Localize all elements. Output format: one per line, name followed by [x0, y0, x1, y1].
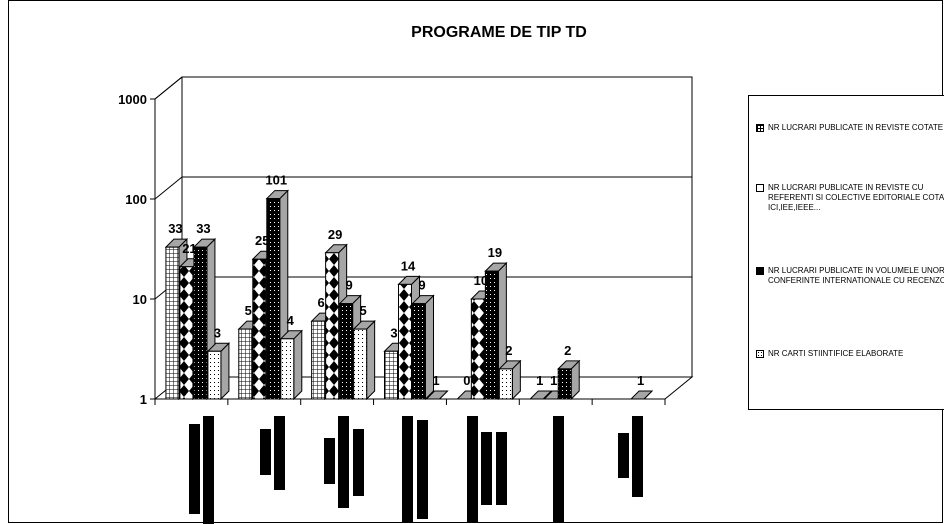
data-label: 10 [474, 273, 488, 288]
data-label: 3 [214, 325, 221, 340]
category-label-mark-1 [274, 416, 285, 490]
data-label: 0 [463, 373, 470, 388]
bar-front [384, 350, 398, 400]
category-label-marks [189, 416, 643, 524]
data-label: 1 [536, 373, 543, 388]
legend-label: NR LUCRARI PUBLICATE IN REVISTE CU REFER… [768, 183, 944, 212]
data-label: 33 [196, 221, 210, 236]
data-label: 2 [564, 343, 571, 358]
legend-swatch [756, 124, 764, 132]
bar-side [366, 319, 376, 401]
data-label: 5 [245, 303, 252, 318]
chart-legend: NR LUCRARI PUBLICATE IN REVISTE COTATE I… [748, 95, 944, 410]
category-label-mark-0 [203, 416, 214, 524]
category-label-mark-3 [402, 416, 413, 523]
bar-3-3 [425, 390, 449, 400]
category-label-mark-1 [260, 429, 271, 475]
bar-5-0 [529, 390, 553, 400]
bar-front [193, 246, 208, 400]
bar-front [398, 283, 412, 400]
category-label-mark-4 [467, 416, 478, 523]
data-label: 33 [168, 221, 182, 236]
legend-label: NR LUCRARI PUBLICATE IN VOLUMELE UNOR CO… [768, 266, 944, 285]
bar-front [412, 303, 426, 400]
bar-6-2 [629, 390, 654, 400]
legend-item: NR LUCRARI PUBLICATE IN REVISTE COTATE I… [756, 123, 944, 133]
category-label-mark-0 [189, 424, 200, 514]
bar-4-3 [498, 359, 522, 401]
data-label: 101 [265, 173, 287, 188]
data-label: 1 [637, 373, 644, 388]
data-label: 3 [390, 325, 397, 340]
category-label-mark-6 [632, 416, 643, 497]
bar-front [179, 266, 194, 400]
category-label-mark-2 [324, 438, 335, 484]
bar-front [238, 328, 253, 400]
data-label: 1 [432, 373, 439, 388]
bar-front [252, 258, 267, 400]
y-tick-label: 100 [125, 192, 147, 207]
legend-label: NR CARTI STIINTIFICE ELABORATE [768, 349, 904, 358]
legend-item: NR CARTI STIINTIFICE ELABORATE [756, 349, 944, 359]
bar-front [498, 368, 513, 400]
legend-label: NR LUCRARI PUBLICATE IN REVISTE COTATE I… [768, 123, 944, 132]
bar-front [353, 328, 368, 400]
data-label: 4 [287, 313, 295, 328]
bar-top [629, 390, 654, 400]
legend-item: NR LUCRARI PUBLICATE IN VOLUMELE UNOR CO… [756, 266, 944, 286]
bar-1-3 [279, 329, 303, 401]
bar-front [266, 198, 281, 400]
data-label: 19 [488, 245, 502, 260]
data-label: 1 [550, 373, 557, 388]
bar-5-2 [557, 359, 581, 401]
bar-front [557, 368, 572, 400]
bar-front [325, 252, 340, 400]
y-tick-label: 1 [140, 392, 147, 407]
legend-swatch [756, 350, 764, 358]
bar-front [207, 350, 222, 400]
data-label: 25 [255, 233, 269, 248]
data-label: 9 [418, 278, 425, 293]
bar-0-3 [206, 342, 231, 401]
legend-item: NR LUCRARI PUBLICATE IN REVISTE CU REFER… [756, 183, 944, 213]
data-label: 21 [182, 241, 196, 256]
bar-top [529, 390, 553, 400]
category-label-mark-5 [553, 416, 564, 522]
category-label-mark-2 [338, 416, 349, 508]
category-label-mark-4 [481, 432, 492, 505]
bar-2-3 [352, 319, 376, 401]
bar-front [280, 338, 295, 400]
bar-2-2 [338, 294, 362, 401]
gridline-side [154, 76, 183, 100]
bar-front [484, 270, 499, 400]
bar-side [293, 329, 303, 401]
data-label: 2 [505, 343, 512, 358]
category-label-mark-2 [353, 429, 364, 496]
bar-side [220, 342, 230, 401]
chart-bars [164, 189, 654, 401]
bar-front [311, 320, 326, 400]
gridline-side [154, 176, 183, 200]
bar-front [470, 298, 485, 400]
legend-swatch [756, 267, 764, 275]
data-label: 5 [360, 303, 367, 318]
data-label: 6 [318, 295, 325, 310]
category-label-mark-4 [496, 432, 507, 505]
data-label: 9 [346, 278, 353, 293]
chart-title: PROGRAME DE TIP TD [411, 24, 587, 41]
bar-front [339, 303, 354, 400]
bar-front [165, 246, 180, 400]
data-label: 29 [328, 227, 342, 242]
category-label-mark-6 [618, 433, 629, 478]
legend-swatch [756, 184, 764, 192]
data-label: 14 [401, 258, 416, 273]
category-label-mark-3 [417, 420, 428, 519]
bar-top [425, 390, 449, 400]
y-tick-label: 10 [133, 292, 147, 307]
y-tick-label: 1000 [118, 92, 147, 107]
bar-3-2 [411, 294, 435, 401]
chart-frame: PROGRAME DE TIP TD 1 10 100 1000 33 21 33 3 5 25… [8, 0, 944, 524]
